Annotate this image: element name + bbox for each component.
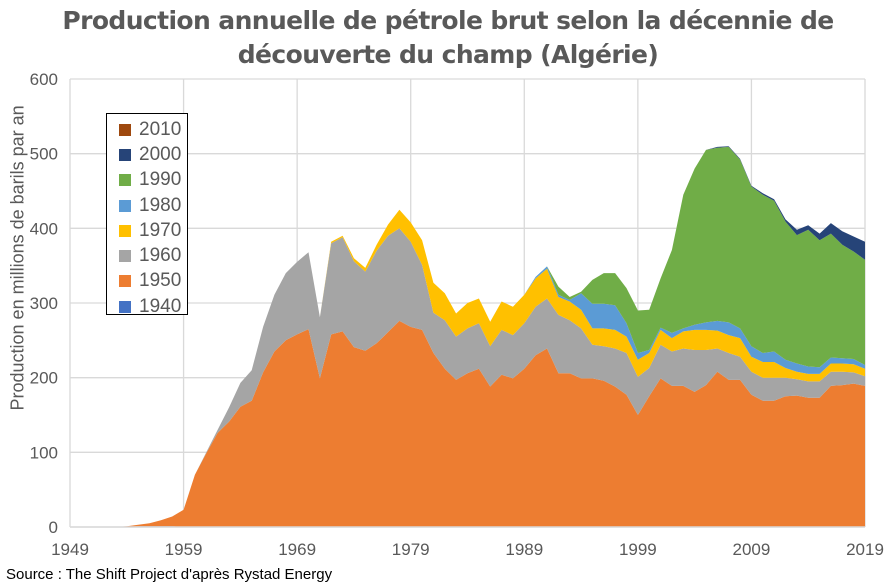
legend-label: 1990 (139, 169, 182, 191)
legend-item-1970: 1970 (119, 218, 187, 243)
legend-label: 1970 (139, 219, 182, 241)
legend-swatch (119, 275, 131, 288)
legend-item-1960: 1960 (119, 243, 187, 268)
legend-swatch (119, 148, 131, 161)
legend-item-1980: 1980 (119, 193, 187, 218)
legend-label: 2010 (139, 118, 182, 140)
y-tick-label: 200 (30, 369, 58, 388)
legend-swatch (119, 123, 131, 136)
x-tick-label: 1959 (165, 540, 203, 559)
y-tick-label: 100 (30, 443, 58, 462)
x-tick-label: 1989 (505, 540, 543, 559)
legend-swatch (119, 250, 131, 263)
legend-item-1950: 1950 (119, 269, 187, 294)
y-axis-label: Production en millions de barils par an (7, 105, 28, 411)
legend-label: 1960 (139, 245, 182, 267)
chart-title-line-1: Production annuelle de pétrole brut selo… (62, 6, 834, 35)
legend-swatch (119, 199, 131, 212)
y-tick-label: 500 (30, 145, 58, 164)
legend-item-2010: 2010 (119, 117, 187, 142)
chart-title-line-2: découverte du champ (Algérie) (237, 40, 659, 69)
source-note: Source : The Shift Project d'après Rysta… (6, 566, 333, 583)
legend-label: 2000 (139, 143, 182, 165)
legend-item-1940: 1940 (119, 294, 187, 319)
y-tick-label: 300 (30, 294, 58, 313)
legend-label: 1940 (139, 295, 182, 317)
chart-title: Production annuelle de pétrole brut selo… (0, 4, 896, 72)
legend-item-2000: 2000 (119, 142, 187, 167)
y-tick-label: 600 (30, 70, 58, 89)
x-tick-label: 1949 (51, 540, 89, 559)
chart-legend: 2010 2000 1990 1980 1970 1960 1950 1940 (106, 113, 188, 317)
area-series-1950 (70, 320, 865, 527)
y-tick-label: 0 (49, 518, 58, 537)
area-series-1960 (70, 228, 865, 528)
legend-swatch (119, 174, 131, 187)
x-tick-label: 1999 (619, 540, 657, 559)
x-tick-label: 2019 (846, 540, 884, 559)
legend-swatch (119, 224, 131, 237)
x-tick-label: 1979 (392, 540, 430, 559)
y-tick-label: 400 (30, 219, 58, 238)
legend-item-1990: 1990 (119, 168, 187, 193)
legend-swatch (119, 300, 131, 313)
legend-label: 1980 (139, 194, 182, 216)
x-tick-label: 2009 (733, 540, 771, 559)
x-tick-label: 1969 (278, 540, 316, 559)
legend-label: 1950 (139, 270, 182, 292)
